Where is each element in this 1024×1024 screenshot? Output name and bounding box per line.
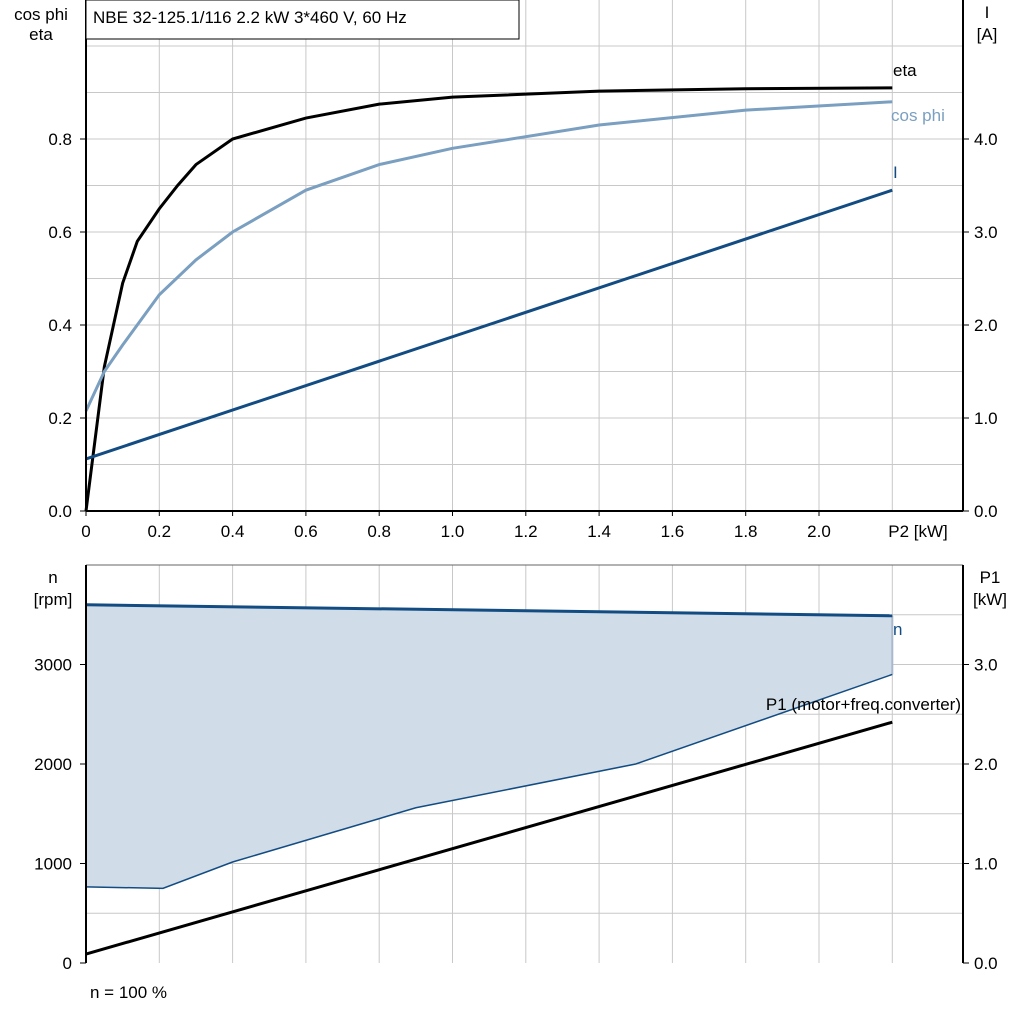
x-tick-label: 0 <box>81 522 90 541</box>
p1-label: P1 (motor+freq.converter) <box>766 695 961 714</box>
p1-tick-label: 3.0 <box>974 656 998 675</box>
series-line-n <box>85 603 893 618</box>
y-left-tick-label: 0.6 <box>48 223 72 242</box>
x-tick-label: 1.6 <box>661 522 685 541</box>
title-box <box>85 0 520 40</box>
series-line-I <box>85 188 893 461</box>
bottom-right-ylabel-2: [kW] <box>973 590 1007 609</box>
n-tick-label: 2000 <box>34 755 72 774</box>
y-left-tick-label: 0.0 <box>48 502 72 521</box>
bottom-left-ylabel-2: [rpm] <box>34 590 73 609</box>
bottom-right-ylabel-1: P1 <box>980 568 1001 587</box>
chart-title: NBE 32-125.1/116 2.2 kW 3*460 V, 60 Hz <box>93 8 407 27</box>
x-tick-label: 0.6 <box>294 522 318 541</box>
x-axis-label: P2 [kW] <box>888 522 948 541</box>
n-tick-label: 1000 <box>34 855 72 874</box>
top-left-ylabel-1: cos phi <box>14 5 68 24</box>
top-right-ylabel-1: I <box>985 3 990 22</box>
x-tick-label: 0.4 <box>221 522 245 541</box>
n-label: n <box>893 620 902 639</box>
x-tick-label: 2.0 <box>807 522 831 541</box>
series-line-n-lower <box>85 673 893 890</box>
top-left-ylabel-2: eta <box>29 25 53 44</box>
y-left-tick-label: 0.4 <box>48 316 72 335</box>
series-line-p1 <box>85 720 893 956</box>
cos-phi-label: cos phi <box>891 106 945 125</box>
p1-tick-label: 2.0 <box>974 755 998 774</box>
p1-tick-label: 0.0 <box>974 954 998 973</box>
x-tick-label: 1.2 <box>514 522 538 541</box>
y-right-tick-label: 4.0 <box>974 130 998 149</box>
x-tick-label: 1.0 <box>441 522 465 541</box>
series-line-cos-phi <box>84 100 893 412</box>
axes: 0 0.2 0.4 0.6 0.8 1.0 1.2 1.4 1.6 1.8 2.0 0.0 0.2 0.4… <box>34 0 998 973</box>
footnote: n = 100 % <box>90 983 167 1002</box>
y-left-tick-label: 0.8 <box>48 130 72 149</box>
eta-label: eta <box>893 61 917 80</box>
x-tick-label: 1.4 <box>587 522 611 541</box>
speed-range-area <box>86 604 893 889</box>
x-tick-label: 1.8 <box>734 522 758 541</box>
top-right-ylabel-2: [A] <box>977 25 998 44</box>
y-right-tick-label: 2.0 <box>974 316 998 335</box>
y-left-tick-label: 0.2 <box>48 409 72 428</box>
n-tick-label: 0 <box>63 954 72 973</box>
series-line-eta <box>84 86 893 512</box>
p1-tick-label: 1.0 <box>974 855 998 874</box>
y-right-tick-label: 0.0 <box>974 502 998 521</box>
n-tick-label: 3000 <box>34 656 72 675</box>
i-label: I <box>893 163 898 182</box>
x-tick-label: 0.8 <box>367 522 391 541</box>
top-grid <box>86 0 963 511</box>
y-right-tick-label: 1.0 <box>974 409 998 428</box>
x-tick-label: 0.2 <box>147 522 171 541</box>
bottom-left-ylabel-1: n <box>48 568 57 587</box>
y-right-tick-label: 3.0 <box>974 223 998 242</box>
chart-marks: eta cos phi In P1 (motor+freq.converter) <box>84 61 961 956</box>
